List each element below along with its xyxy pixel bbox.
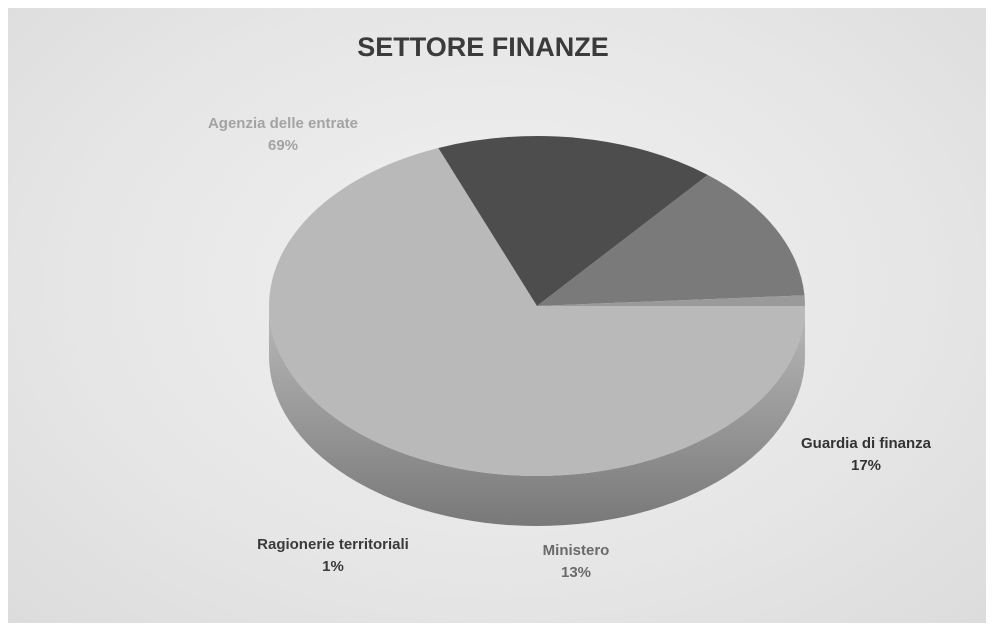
data-label-agenzia-delle-entrate: Agenzia delle entrate 69%: [208, 115, 358, 154]
data-label-ragionerie-territoriali: Ragionerie territoriali 1%: [257, 536, 409, 575]
pie-side-agenzia-delle-entrate-shade: [269, 306, 805, 526]
pie-slices: [268, 136, 805, 477]
pie-slice-ministero: [537, 175, 805, 306]
pie-slice-ragionerie-territoriali: [537, 295, 805, 306]
pie-sides: [269, 306, 805, 526]
data-label-ministero: Ministero 13%: [543, 542, 610, 581]
pie-chart: SETTORE FINANZE Agenzia delle entrate 69%…: [208, 32, 932, 581]
data-label-guardia-di-finanza: Guardia di finanza 17%: [801, 435, 932, 474]
pie-slice-guardia-di-finanza: [438, 136, 708, 306]
chart-area: SETTORE FINANZE Agenzia delle entrate 69%…: [8, 8, 986, 623]
pie-slice-agenzia-delle-entrate: [268, 147, 805, 477]
chart-title: SETTORE FINANZE: [357, 32, 609, 62]
pie-labels: Agenzia delle entrate 69% Guardia di finan…: [208, 115, 932, 581]
